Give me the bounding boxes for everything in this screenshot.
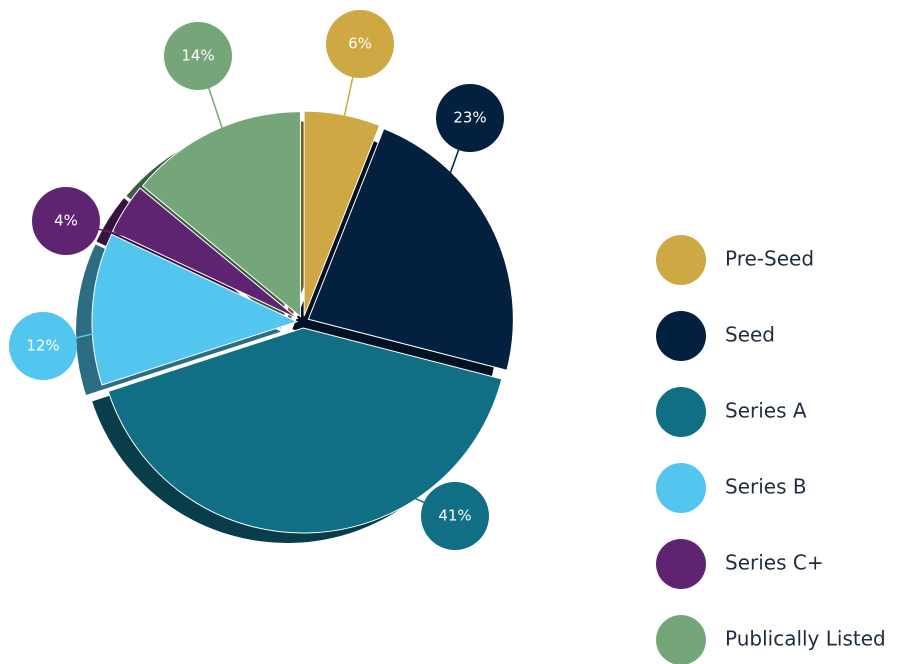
legend-label: Pre-Seed: [725, 247, 814, 271]
callout-bubble: [436, 84, 504, 152]
legend: Pre-Seed Seed Series A Series B Series C+ Pub…: [656, 235, 886, 664]
legend-label: Series B: [725, 475, 807, 499]
callout-bubble: [164, 22, 232, 90]
legend-swatch: [656, 387, 706, 437]
slice: [141, 111, 301, 318]
legend-label: Seed: [725, 323, 775, 347]
legend-label: Series A: [725, 399, 807, 423]
legend-swatch: [656, 311, 706, 361]
callout-bubble: [9, 312, 77, 380]
data-label: 6%: [348, 35, 372, 53]
legend-swatch: [656, 463, 706, 513]
slice: [91, 233, 299, 386]
data-label: 41%: [438, 507, 471, 525]
callout-bubble: [421, 482, 489, 550]
legend-swatch: [656, 539, 706, 589]
slice: [111, 187, 299, 320]
callout-bubble: [326, 10, 394, 78]
data-label: 14%: [181, 47, 214, 65]
slice: [303, 110, 381, 317]
pie: [91, 110, 514, 534]
data-label: 23%: [453, 109, 486, 127]
slice: [107, 327, 503, 534]
legend-label: Series C+: [725, 551, 824, 575]
callout-bubble: [32, 187, 100, 255]
data-label: 12%: [26, 337, 59, 355]
data-label: 4%: [54, 212, 78, 230]
legend-swatch: [656, 235, 706, 285]
slice: [307, 128, 514, 371]
callouts: 6% 23% 41% 12% 4% 14%: [9, 10, 504, 550]
legend-label: Publically Listed: [725, 627, 886, 651]
legend-swatch: [656, 615, 706, 664]
